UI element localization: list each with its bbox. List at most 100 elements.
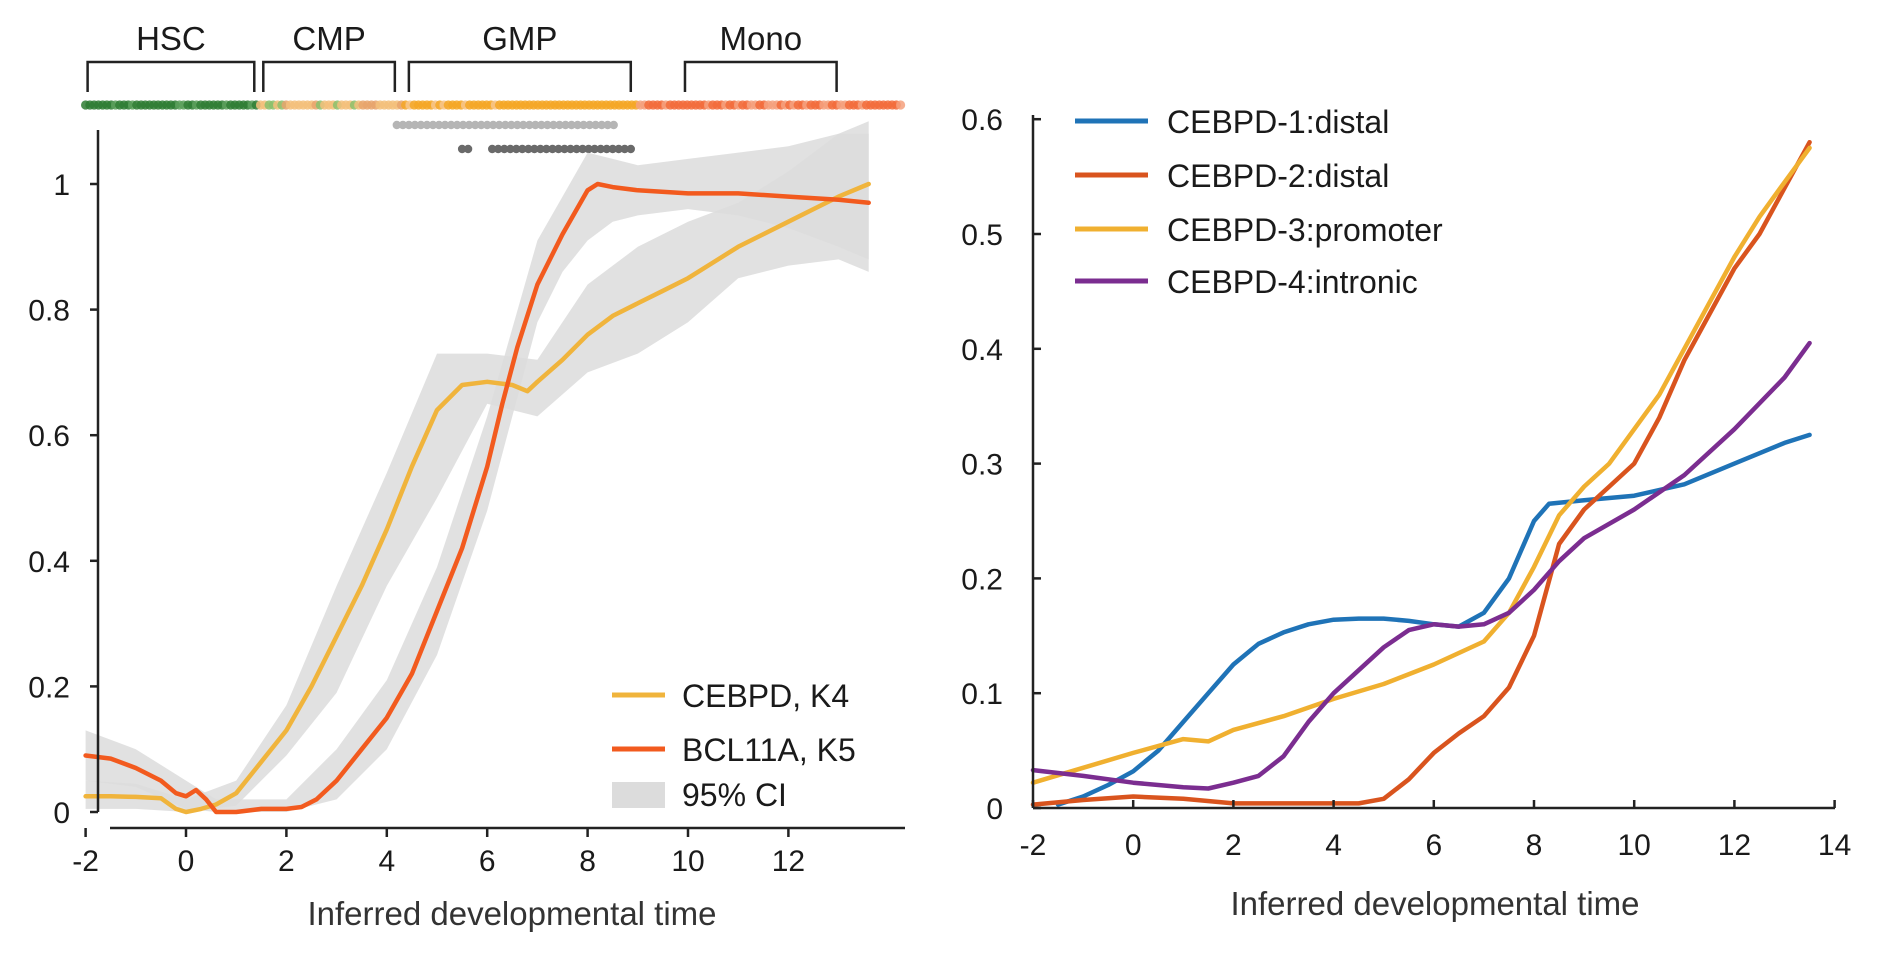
left-panel-cebpd-bcl11a: HSC CMP GMP Mono 00.20.40.60.81-2 0 2 4 6 8 10… bbox=[28, 20, 906, 932]
series-line-cebpd-1-distal bbox=[1055, 432, 1812, 807]
cell-dot-light bbox=[537, 120, 546, 130]
cell-dot-light bbox=[543, 120, 552, 130]
confidence-bands bbox=[85, 121, 869, 813]
left-tick-labels: 00.20.40.60.81-2 0 2 4 6 8 10 12 bbox=[28, 169, 805, 878]
right-axes bbox=[1031, 115, 1836, 810]
y-tick-label: 0 bbox=[53, 797, 70, 830]
x-tick-label: 4 bbox=[378, 845, 395, 878]
stage-label-gmp: GMP bbox=[482, 20, 557, 57]
cell-dot-dark bbox=[463, 144, 473, 154]
y-tick-label: 0.4 bbox=[961, 334, 1003, 367]
cell-dot bbox=[896, 100, 906, 110]
series-lines bbox=[83, 181, 871, 815]
stage-bracket-gmp bbox=[407, 60, 633, 92]
right-panel-cebpd-peaks: 0 0.1 0.2 0.3 0.4 0.5 0.6 -2 0 2 4 6 8 10 12 14 Inferre… bbox=[961, 104, 1851, 922]
y-tick-label: 0 bbox=[986, 793, 1003, 826]
left-x-axis-label: Inferred developmental time bbox=[307, 895, 716, 932]
cell-state-dot-strip bbox=[81, 100, 906, 154]
y-tick-label: 0.8 bbox=[28, 295, 70, 328]
cell-dot-light bbox=[410, 120, 420, 130]
cell-dot-dark bbox=[608, 144, 617, 154]
y-tick-label: 0.1 bbox=[961, 678, 1003, 711]
legend-label-cebpd-3: CEBPD-3:promoter bbox=[1167, 212, 1443, 248]
cell-dot-dark bbox=[620, 144, 629, 154]
cell-dot-dark bbox=[542, 144, 551, 154]
legend-swatch-ci bbox=[612, 782, 665, 808]
series-line-cebpd-4-intronic bbox=[1030, 340, 1812, 791]
cell-dot-dark bbox=[506, 144, 515, 154]
cell-dot-dark bbox=[626, 144, 635, 154]
cell-dot-dark bbox=[596, 144, 605, 154]
x-tick-label: 4 bbox=[1325, 829, 1342, 862]
cell-dot-light bbox=[603, 120, 612, 130]
series-lines bbox=[1030, 139, 1812, 807]
legend-label-cebpd-2: CEBPD-2:distal bbox=[1167, 158, 1389, 194]
cell-dot-dark bbox=[512, 144, 521, 154]
legend-label-cebpd-k4: CEBPD, K4 bbox=[682, 678, 849, 714]
cell-dot-light bbox=[416, 120, 426, 130]
cell-dot-light bbox=[609, 120, 618, 130]
x-tick-label: 14 bbox=[1818, 829, 1851, 862]
cell-dot-dark bbox=[560, 144, 569, 154]
y-tick-label: 0.6 bbox=[28, 420, 70, 453]
cell-dot-dark bbox=[584, 144, 593, 154]
cell-dot-dark bbox=[500, 144, 509, 154]
right-tick-labels: 0 0.1 0.2 0.3 0.4 0.5 0.6 -2 0 2 4 6 8 10 12 14 bbox=[961, 104, 1851, 862]
stage-bracket-mono bbox=[683, 60, 838, 92]
left-legend: CEBPD, K4 BCL11A, K5 95% CI bbox=[612, 678, 856, 813]
cell-dot-light bbox=[597, 120, 606, 130]
cell-dot-dark bbox=[488, 144, 497, 154]
cell-dot-light bbox=[525, 120, 534, 130]
cell-dot-light bbox=[458, 120, 468, 130]
cell-dot-light bbox=[531, 120, 540, 130]
y-tick-label: 0.4 bbox=[28, 546, 70, 579]
x-tick-label: 8 bbox=[579, 845, 596, 878]
cell-dot-light bbox=[549, 120, 558, 130]
cell-dot-light bbox=[567, 120, 576, 130]
cell-dot-dark bbox=[590, 144, 599, 154]
cell-dot-dark bbox=[602, 144, 611, 154]
cell-dot-dark bbox=[530, 144, 539, 154]
cell-dot-light bbox=[471, 120, 480, 130]
cell-dot-dark bbox=[566, 144, 575, 154]
cell-dot-light bbox=[495, 120, 504, 130]
y-tick-label: 0.2 bbox=[961, 563, 1003, 596]
x-tick-label: 0 bbox=[1125, 829, 1142, 862]
right-x-axis-label: Inferred developmental time bbox=[1230, 885, 1639, 922]
cell-dot-light bbox=[573, 120, 582, 130]
x-tick-label: 2 bbox=[1225, 829, 1242, 862]
cell-dot-light bbox=[579, 120, 588, 130]
legend-label-cebpd-1: CEBPD-1:distal bbox=[1167, 104, 1389, 140]
cell-dot-light bbox=[477, 120, 486, 130]
cell-dot-light bbox=[501, 120, 510, 130]
left-axes bbox=[84, 130, 905, 837]
cell-dot-light bbox=[464, 120, 474, 130]
x-tick-label: 6 bbox=[1425, 829, 1442, 862]
x-tick-label: 12 bbox=[772, 845, 805, 878]
cell-dot-light bbox=[428, 120, 438, 130]
legend-label-cebpd-4: CEBPD-4:intronic bbox=[1167, 264, 1418, 300]
ci-band-bcl11a-k5 bbox=[85, 133, 869, 813]
x-tick-label: 10 bbox=[1618, 829, 1651, 862]
y-tick-label: 0.6 bbox=[961, 104, 1003, 137]
cell-dot-dark bbox=[572, 144, 581, 154]
cell-dot-dark bbox=[536, 144, 545, 154]
y-tick-label: 0.2 bbox=[28, 671, 70, 704]
cell-dot-light bbox=[489, 120, 498, 130]
cell-dot-light bbox=[434, 120, 444, 130]
cell-dot-light bbox=[513, 120, 522, 130]
series-line-cebpd-2-distal bbox=[1030, 139, 1812, 807]
cell-dot-light bbox=[585, 120, 594, 130]
cell-dot-dark bbox=[524, 144, 533, 154]
cell-dot-light bbox=[398, 120, 408, 130]
x-tick-label: 10 bbox=[671, 845, 704, 878]
cell-dot-light bbox=[519, 120, 528, 130]
series-line-cebpd-3-promoter bbox=[1030, 145, 1812, 785]
cell-dot-dark bbox=[554, 144, 563, 154]
cell-dot-light bbox=[483, 120, 492, 130]
cell-dot-light bbox=[555, 120, 564, 130]
cell-dot-light bbox=[452, 120, 462, 130]
cell-dot-light bbox=[446, 120, 456, 130]
right-legend: CEBPD-1:distal CEBPD-2:distal CEBPD-3:pr… bbox=[1075, 104, 1443, 300]
cell-dot-light bbox=[561, 120, 570, 130]
